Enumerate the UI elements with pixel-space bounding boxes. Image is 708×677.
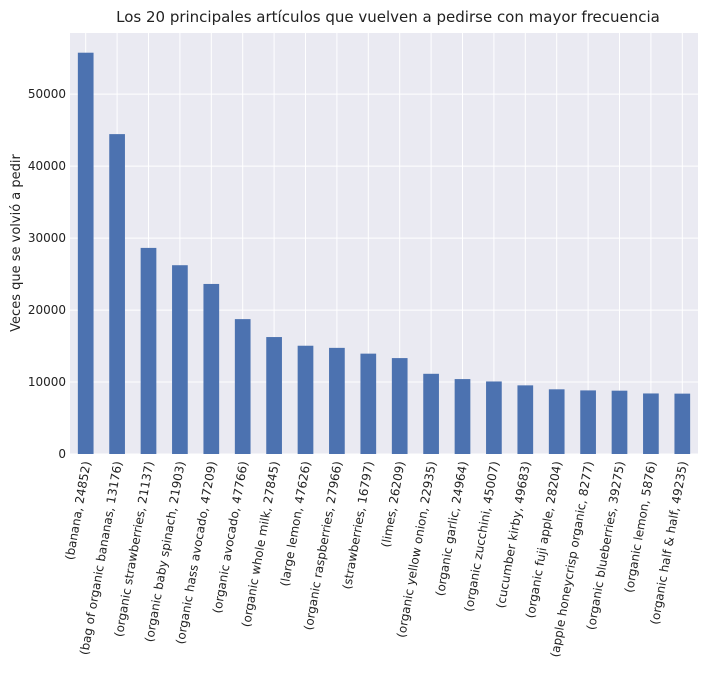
bar — [423, 373, 439, 454]
bar — [172, 265, 188, 454]
x-tick-labels: (banana, 24852)(bag of organic bananas, … — [62, 460, 690, 658]
bar — [611, 390, 628, 454]
bar — [109, 134, 125, 454]
y-tick-label: 10000 — [28, 375, 66, 389]
bar — [548, 389, 565, 454]
bar — [454, 379, 471, 454]
x-tick-label: (limes, 26209) — [379, 460, 408, 548]
y-tick-label: 20000 — [28, 303, 66, 317]
bar — [360, 353, 377, 454]
bar — [674, 393, 691, 454]
y-tick-label: 0 — [58, 447, 66, 461]
bar — [486, 381, 502, 454]
y-tick-label: 30000 — [28, 231, 66, 245]
x-tick-label: (organic garlic, 24964) — [433, 460, 471, 597]
x-tick-label: (banana, 24852) — [62, 460, 93, 561]
bar — [234, 319, 251, 454]
bar — [297, 345, 314, 454]
x-tick-label: (large lemon, 47626) — [278, 460, 314, 587]
bar — [517, 385, 534, 454]
y-tick-labels: 0 10000 20000 30000 40000 50000 — [28, 87, 66, 461]
plot-background — [70, 33, 698, 454]
bar — [77, 52, 94, 454]
chart-title: Los 20 principales artículos que vuelven… — [116, 8, 660, 26]
x-tick-label: (cucumber kirby, 49683) — [494, 460, 534, 609]
bars — [77, 52, 691, 454]
bar — [580, 390, 596, 454]
x-tick-label: (strawberries, 16797) — [340, 460, 376, 590]
bar — [643, 393, 659, 454]
y-tick-label: 40000 — [28, 159, 66, 173]
bar — [140, 247, 157, 454]
y-axis-label: Veces que se volvió a pedir — [9, 154, 24, 332]
bar — [329, 347, 345, 454]
bar — [391, 358, 408, 454]
bar — [203, 283, 220, 454]
bar — [266, 337, 282, 454]
x-tick-label: (organic lemon, 5876) — [622, 460, 659, 594]
y-tick-label: 50000 — [28, 87, 66, 101]
